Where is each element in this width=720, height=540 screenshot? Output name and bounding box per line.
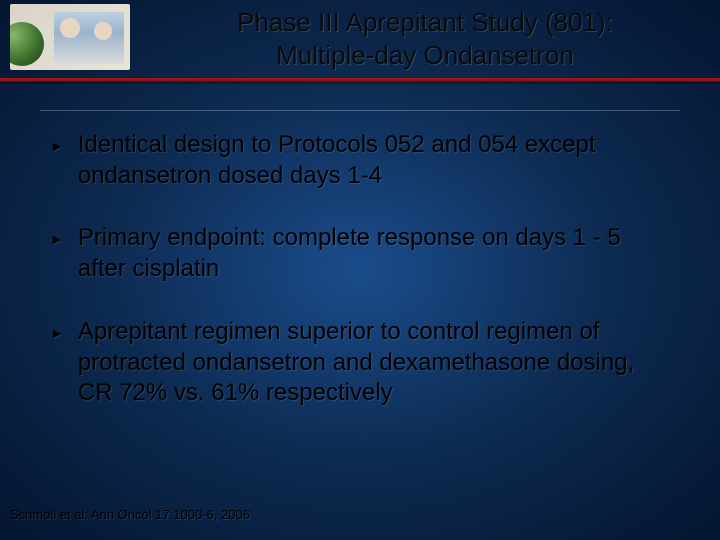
divider-thin — [40, 110, 680, 111]
content-area: ► Identical design to Protocols 052 and … — [50, 130, 670, 441]
bullet-text: Aprepitant regimen superior to control r… — [78, 317, 670, 409]
citation-text: Schmoll et al: Ann Oncol 17:1000-6, 2006 — [10, 507, 250, 522]
bullet-text: Primary endpoint: complete response on d… — [78, 223, 670, 284]
title-line-1: Phase III Aprepitant Study (801): — [130, 6, 720, 39]
bullet-marker-icon: ► — [50, 325, 64, 341]
title-block: Phase III Aprepitant Study (801): Multip… — [130, 0, 720, 71]
slide: Phase III Aprepitant Study (801): Multip… — [0, 0, 720, 540]
bullet-marker-icon: ► — [50, 231, 64, 247]
people-photo — [54, 12, 124, 64]
bullet-marker-icon: ► — [50, 138, 64, 154]
globe-icon — [10, 22, 44, 66]
title-line-2: Multiple-day Ondansetron — [130, 39, 720, 72]
bullet-item: ► Primary endpoint: complete response on… — [50, 223, 670, 284]
bullet-item: ► Aprepitant regimen superior to control… — [50, 317, 670, 409]
header: Phase III Aprepitant Study (801): Multip… — [0, 0, 720, 90]
bullet-text: Identical design to Protocols 052 and 05… — [78, 130, 670, 191]
bullet-item: ► Identical design to Protocols 052 and … — [50, 130, 670, 191]
divider-red — [0, 78, 720, 82]
logo-image — [10, 4, 130, 70]
